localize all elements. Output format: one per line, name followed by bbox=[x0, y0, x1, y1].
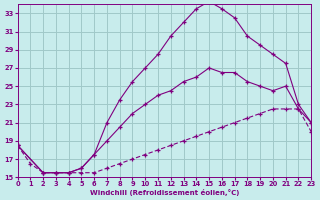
X-axis label: Windchill (Refroidissement éolien,°C): Windchill (Refroidissement éolien,°C) bbox=[90, 189, 239, 196]
